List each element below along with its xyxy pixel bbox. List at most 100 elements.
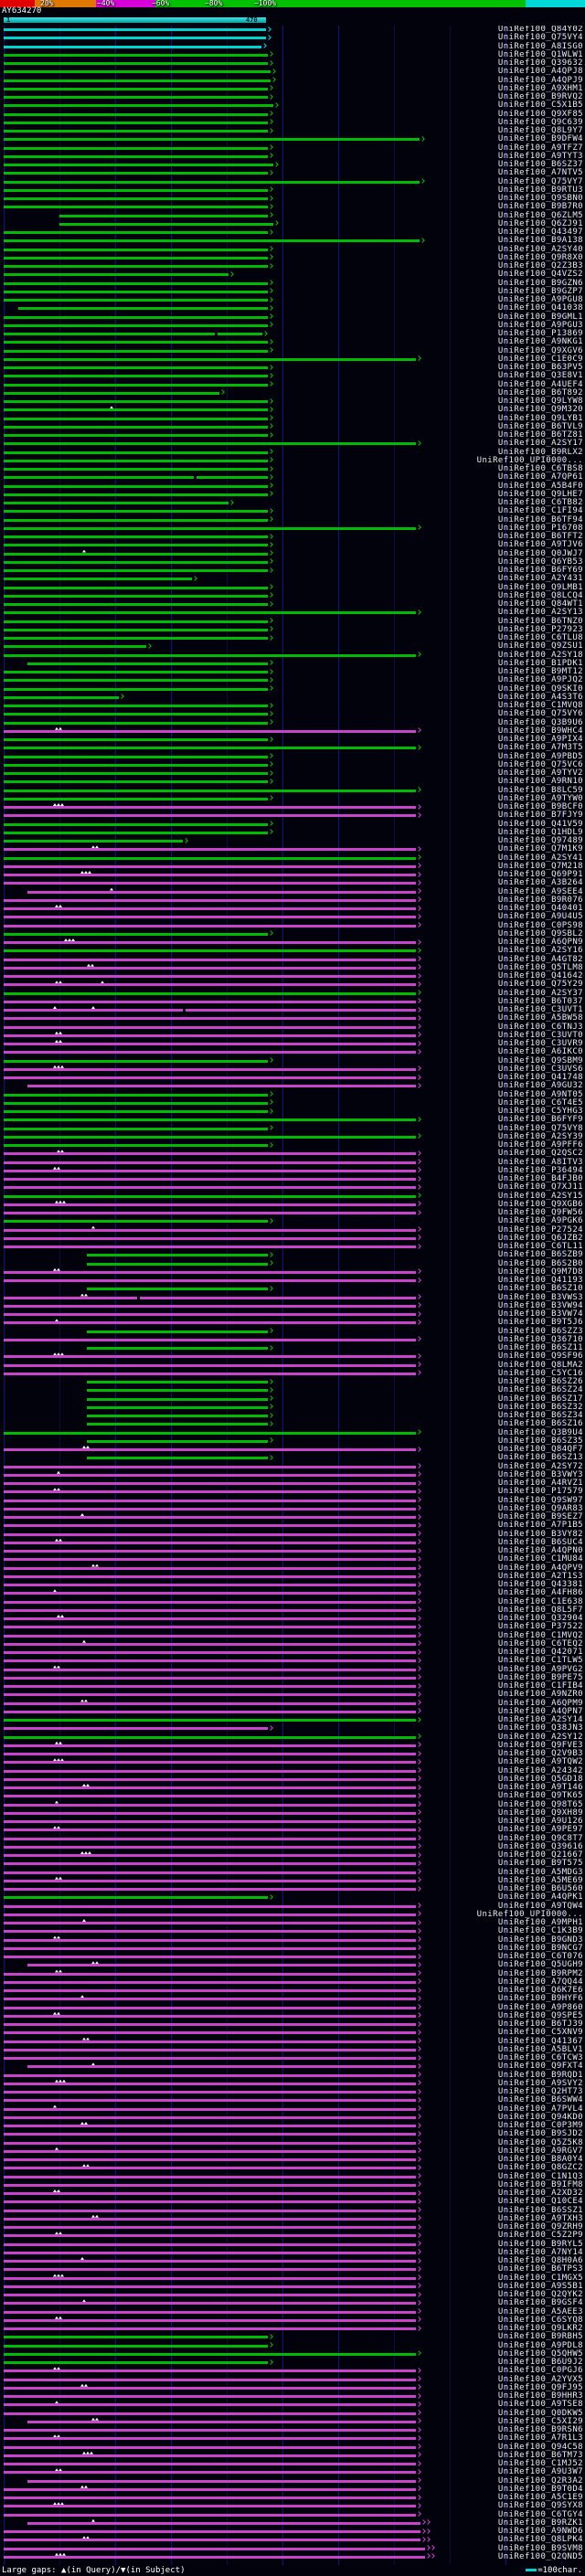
alignment-row[interactable]: UniRef100_Q9XH89 <box>0 1808 585 1818</box>
hit-label[interactable]: UniRef100_C6SYQ8 <box>497 2315 583 2325</box>
alignment-row[interactable]: UniRef100_A5AEE3 <box>0 2307 585 2316</box>
alignment-row[interactable]: UniRef100_C5X1B5 <box>0 101 585 110</box>
hit-label[interactable]: UniRef100_B6SZ34 <box>497 1411 583 1420</box>
alignment-row[interactable]: UniRef100_Q38JN3 <box>0 1724 585 1733</box>
alignment-row[interactable]: UniRef100_Q9LYB1 <box>0 413 585 423</box>
alignment-row[interactable]: UniRef100_Q9SYX8 <box>0 2502 585 2510</box>
alignment-row[interactable]: UniRef100_B6T892 <box>0 387 585 398</box>
hit-label[interactable]: UniRef100_B3VWY3 <box>497 1469 583 1479</box>
hit-label[interactable]: UniRef100_B9R076 <box>497 895 583 905</box>
alignment-row[interactable]: UniRef100_C5YHG3 <box>0 1108 585 1116</box>
alignment-row[interactable]: UniRef100_Q8LCQ4 <box>0 591 585 600</box>
hit-label[interactable]: UniRef100_B6U560 <box>497 1884 583 1893</box>
alignment-row[interactable]: UniRef100_A9MPH1 <box>0 1919 585 1927</box>
alignment-row[interactable]: UniRef100_Q2QSC2 <box>0 1150 585 1158</box>
hit-label[interactable]: UniRef100_A9U126 <box>497 1817 583 1826</box>
alignment-row[interactable]: UniRef100_Q1HDL9 <box>0 828 585 837</box>
alignment-row[interactable]: UniRef100_Q2R3A2 <box>0 2476 585 2486</box>
hit-label[interactable]: UniRef100_B6TM73 <box>497 2450 583 2460</box>
alignment-row[interactable]: UniRef100_C1FI94 <box>0 507 585 515</box>
hit-label[interactable]: UniRef100_A7QQ44 <box>497 1977 583 1987</box>
alignment-row[interactable]: UniRef100_B6SZB9 <box>0 1251 585 1259</box>
hit-label[interactable]: UniRef100_B9NCG7 <box>497 1943 583 1953</box>
hit-label[interactable]: UniRef100_B9GZP7 <box>497 286 583 296</box>
alignment-row[interactable]: UniRef100_C3UVT1 <box>0 1006 585 1014</box>
hit-label[interactable]: UniRef100_B6SZ37 <box>497 160 583 169</box>
alignment-row[interactable]: UniRef100_A2SY12 <box>0 1733 585 1742</box>
alignment-row[interactable]: UniRef100_A5C1E9 <box>0 2494 585 2502</box>
hit-label[interactable]: UniRef100_P27923 <box>497 624 583 634</box>
hit-label[interactable]: UniRef100_UPI0000... <box>476 1909 583 1919</box>
alignment-row[interactable]: UniRef100_Q7M1K9 <box>0 845 585 853</box>
alignment-row[interactable]: UniRef100_A2YVX5 <box>0 2375 585 2384</box>
hit-label[interactable]: UniRef100_A7NTV5 <box>497 168 583 178</box>
hit-label[interactable]: UniRef100_A9NT05 <box>497 1089 583 1099</box>
alignment-row[interactable]: UniRef100_B4FJB0 <box>0 1175 585 1183</box>
alignment-row[interactable]: UniRef100_Q2HT73 <box>0 2088 585 2096</box>
hit-label[interactable]: UniRef100_B9BCF0 <box>497 802 583 811</box>
alignment-row[interactable]: UniRef100_A4QPN0 <box>0 1547 585 1555</box>
alignment-row[interactable]: UniRef100_A2SY37 <box>0 988 585 998</box>
hit-label[interactable]: UniRef100_Q9FW56 <box>497 1208 583 1217</box>
hit-label[interactable]: UniRef100_C1MVQ8 <box>497 701 583 710</box>
hit-label[interactable]: UniRef100_Q36710 <box>497 1334 583 1344</box>
hit-label[interactable]: UniRef100_Q75VY8 <box>497 1123 583 1133</box>
alignment-row[interactable]: UniRef100_A2SY14 <box>0 1716 585 1724</box>
hit-label[interactable]: UniRef100_B9RQD1 <box>497 2070 583 2080</box>
alignment-row[interactable]: UniRef100_A9TYW0 <box>0 794 585 803</box>
alignment-row[interactable]: UniRef100_A9PIX4 <box>0 736 585 744</box>
alignment-row[interactable]: UniRef100_C6TL11 <box>0 1243 585 1251</box>
hit-label[interactable]: UniRef100_A9RN10 <box>497 777 583 787</box>
alignment-row[interactable]: UniRef100_C6TB82 <box>0 499 585 507</box>
hit-label[interactable]: UniRef100_A2SY72 <box>497 1461 583 1471</box>
alignment-row[interactable]: UniRef100_Q84Y02 <box>0 26 585 34</box>
hit-label[interactable]: UniRef100_B9T575 <box>497 1859 583 1869</box>
alignment-row[interactable]: UniRef100_A2Y431 <box>0 575 585 583</box>
hit-label[interactable]: UniRef100_C6TBS8 <box>497 464 583 473</box>
alignment-row[interactable]: UniRef100_Q5TLM8 <box>0 963 585 972</box>
hit-label[interactable]: UniRef100_C0PS98 <box>497 920 583 930</box>
alignment-row[interactable]: UniRef100_Q75VY4 <box>0 34 585 42</box>
alignment-row[interactable]: UniRef100_B8LC59 <box>0 786 585 795</box>
hit-label[interactable]: UniRef100_Q10CE4 <box>497 2197 583 2207</box>
alignment-row[interactable]: UniRef100_Q4VZS2 <box>0 270 585 279</box>
hit-label[interactable]: UniRef100_A9PGU3 <box>497 320 583 330</box>
hit-label[interactable]: UniRef100_B6TFT2 <box>497 532 583 541</box>
alignment-row[interactable]: UniRef100_Q8L5F7 <box>0 1606 585 1615</box>
alignment-row[interactable]: UniRef100_B9DFW4 <box>0 135 585 143</box>
hit-label[interactable]: UniRef100_A2SY37 <box>497 988 583 998</box>
alignment-row[interactable]: UniRef100_B6T037 <box>0 997 585 1006</box>
hit-label[interactable]: UniRef100_B6SUC4 <box>497 1537 583 1547</box>
alignment-row[interactable]: UniRef100_Q6YB53 <box>0 557 585 567</box>
alignment-row[interactable]: UniRef100_Q75VY8 <box>0 1123 585 1133</box>
alignment-row[interactable]: UniRef100_Q9XF85 <box>0 110 585 119</box>
alignment-row[interactable]: UniRef100_Q6ZLM5 <box>0 211 585 220</box>
alignment-row[interactable]: UniRef100_Q2QND5 <box>0 2552 585 2561</box>
hit-label[interactable]: UniRef100_B6TPS3 <box>497 2264 583 2274</box>
hit-label[interactable]: UniRef100_Q94C58 <box>497 2442 583 2452</box>
alignment-row[interactable]: UniRef100_Q9M7D8 <box>0 1267 585 1277</box>
hit-label[interactable]: UniRef100_Q8LPK4 <box>497 2535 583 2545</box>
alignment-row[interactable]: UniRef100_B6SZ13 <box>0 1454 585 1462</box>
hit-label[interactable]: UniRef100_B6T892 <box>497 387 583 398</box>
hit-label[interactable]: UniRef100_A6QPN9 <box>497 938 583 947</box>
alignment-row[interactable]: UniRef100_A24342 <box>0 1766 585 1776</box>
alignment-row[interactable]: UniRef100_B1PDK1 <box>0 659 585 668</box>
hit-label[interactable]: UniRef100_Q9LYB1 <box>497 413 583 423</box>
hit-label[interactable]: UniRef100_Q5UGH9 <box>497 1960 583 1970</box>
alignment-row[interactable]: UniRef100_B9RQD1 <box>0 2070 585 2080</box>
hit-label[interactable]: UniRef100_A4QPJ9 <box>497 75 583 85</box>
hit-label[interactable]: UniRef100_A4QPN0 <box>497 1546 583 1555</box>
alignment-row[interactable]: UniRef100_B9T575 <box>0 1860 585 1868</box>
hit-label[interactable]: UniRef100_C3UVT0 <box>497 1030 583 1040</box>
hit-label[interactable]: UniRef100_Q9SYX8 <box>497 2501 583 2511</box>
alignment-row[interactable]: UniRef100_C0PGJ6 <box>0 2367 585 2375</box>
hit-label[interactable]: UniRef100_B6SSZ1 <box>497 2205 583 2215</box>
hit-label[interactable]: UniRef100_B8A0Y4 <box>497 2155 583 2164</box>
hit-label[interactable]: UniRef100_A9PE97 <box>497 1825 583 1835</box>
alignment-row[interactable]: UniRef100_Q69P91 <box>0 871 585 879</box>
hit-label[interactable]: UniRef100_Q2QSC2 <box>497 1149 583 1159</box>
hit-label[interactable]: UniRef100_A2SY39 <box>497 1131 583 1141</box>
alignment-row[interactable]: UniRef100_A9U3W7 <box>0 2468 585 2476</box>
alignment-row[interactable]: UniRef100_B6FY69 <box>0 567 585 575</box>
